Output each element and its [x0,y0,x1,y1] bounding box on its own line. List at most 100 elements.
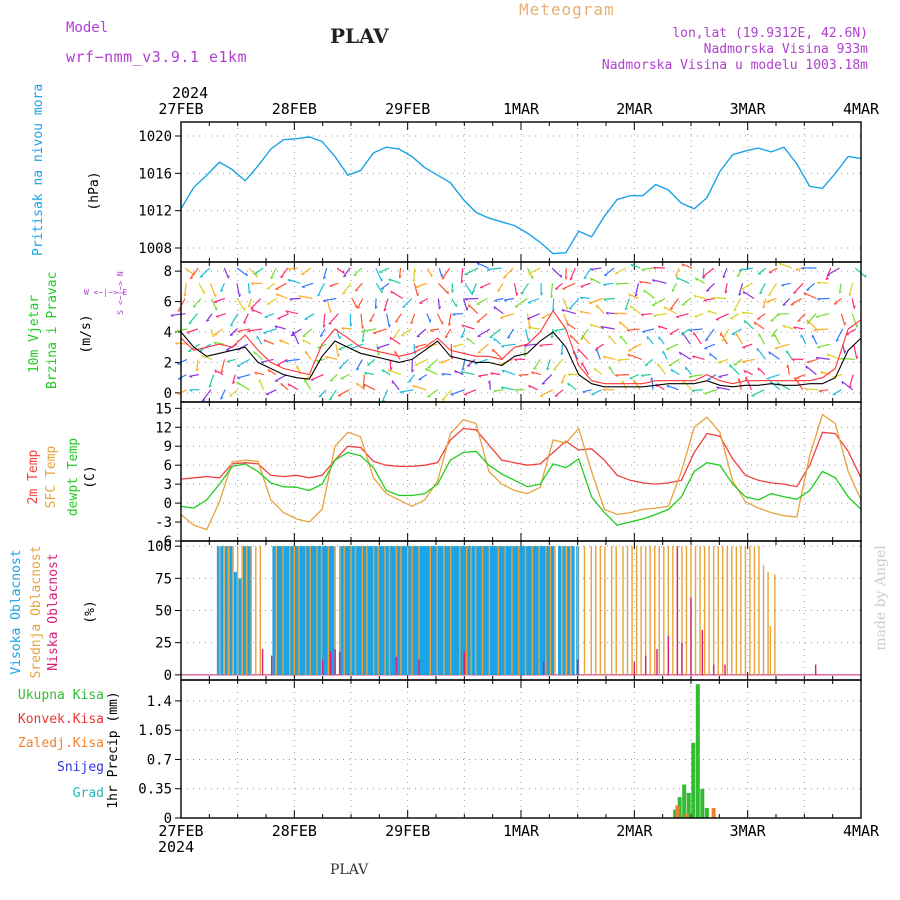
wind-arrow-head [738,269,742,272]
wind-arrow [603,267,615,276]
wind-arrow-head [786,364,789,368]
wind-arrow-head [694,277,698,281]
wind-arrow-head [582,391,586,394]
wind-arrow [205,313,213,322]
wind-arrow-head [270,276,274,280]
wind-arrow-head [214,369,217,374]
wind-arrow [751,389,765,397]
wind-arrow [781,282,791,286]
wind-arrow [826,267,840,276]
x-tick-label-top: 1MAR [503,100,540,118]
wind-arrow-head [768,351,771,355]
wind-arrow-head [643,289,646,293]
wind-arrow [743,369,753,376]
wind-arrow [361,328,377,332]
wind-arrow [550,283,554,298]
wind-arrow-head [781,284,785,287]
wind-arrow-head [375,305,378,309]
precip-bar-frozen [711,807,716,818]
wind-arrow [229,389,239,397]
temp-sfc-line [180,413,862,531]
wind-arrow-head [497,289,501,292]
wind-arrow [414,358,428,366]
wind-arrow-head [408,380,412,383]
precip-label-snow: Snijeg [57,760,104,775]
wind-arrow [676,276,690,284]
year-top-label: 2024 [172,84,209,102]
wind-arrow [580,296,590,300]
wind-arrow [590,277,601,284]
wind-arrow-head [816,346,821,349]
wind-arrow-head [566,306,569,310]
wind-arrow-head [414,346,419,349]
wind-arrow [803,292,817,300]
wind-arrow-head [369,319,373,323]
wind-arrow [658,336,665,345]
wind-arrow [681,331,691,345]
wind-arrow-head [579,310,583,314]
wind-arrow [386,313,390,328]
wind-arrow-head [468,304,470,308]
wind-arrow [399,389,414,393]
wind-arrow [266,282,276,290]
wind-arrow [743,319,754,330]
wind-arrow-head [793,292,797,294]
wind-arrow [444,328,452,339]
wind-arrow-head [603,298,607,302]
wind-arrow-head [566,320,569,324]
precip-bar-total [691,742,696,818]
wind-arrow [541,374,553,385]
wind-arrow [381,369,391,376]
wind-arrow [394,350,401,360]
wind-arrow [441,267,451,280]
wind-arrow [742,311,753,315]
wind-arrow [380,282,390,290]
wind-arrow-head [771,334,775,337]
wind-arrow-head [577,348,579,352]
wind-arrow [634,283,640,297]
wind-arrow [524,328,530,342]
wind-arrow [513,283,518,296]
wind-arrow [614,267,627,275]
y-tick-label: 1020 [138,129,172,145]
wind-arrow [476,262,489,269]
wind-arrow [461,324,475,330]
wind-arrow [354,282,363,292]
wind-arrow-head [762,305,766,309]
wind-arrow-head [441,274,444,278]
wind-arrow [464,267,479,275]
wind-arrow [476,313,488,323]
wind-arrow-head [741,361,745,364]
wind-arrow [770,381,781,391]
wind-arrow-head [296,365,298,369]
wind-arrow-head [825,277,829,281]
wind-arrow [731,328,743,335]
wind-arrow-head [413,279,416,283]
wind-arrow [201,389,212,402]
wind-arrow [554,328,565,332]
wind-arrow [279,339,290,345]
wind-arrow-head [796,377,800,379]
wind-arrow [716,386,731,391]
wind-arrow [441,389,453,401]
wind-arrow [652,279,667,284]
lonlat-label: lon,lat (19.9312E, 42.6N) [672,26,868,41]
wind-arrow-head [411,369,415,373]
wind-arrow [427,389,439,398]
wind-arrow [730,313,740,320]
wind-arrow [318,389,327,398]
wind-arrow [461,359,466,371]
wind-arrow [692,355,705,360]
wind-arrow [277,313,289,320]
y-tick-label: 75 [155,571,172,587]
wind-arrow [387,369,402,376]
wind-arrow [304,313,315,320]
wind-arrow-head [738,293,742,296]
wind-arrow [768,351,780,360]
wind-arrow [793,326,804,330]
wind-arrow [340,374,350,380]
wind-arrow-head [441,399,445,401]
wind-arrow [629,305,641,315]
wind-arrow-head [329,398,333,401]
